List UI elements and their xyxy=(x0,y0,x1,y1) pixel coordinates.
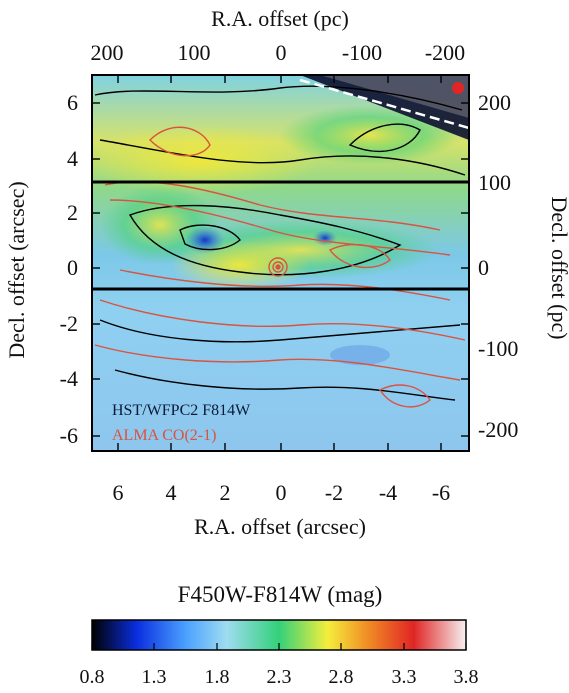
right-tick-label: 0 xyxy=(478,255,489,280)
legend-alma: ALMA CO(2-1) xyxy=(112,427,216,444)
right-tick-label: 200 xyxy=(478,90,511,115)
top-tick-label: 200 xyxy=(91,40,124,65)
selection-band xyxy=(92,180,469,291)
top-tick-label: -100 xyxy=(342,40,382,65)
left-tick-label: 0 xyxy=(67,255,78,280)
left-tick-label: 2 xyxy=(67,200,78,225)
bottom-tick-label: 0 xyxy=(276,480,287,505)
left-tick-label: -4 xyxy=(60,366,78,391)
top-axis-label: R.A. offset (pc) xyxy=(211,6,349,31)
bottom-tick-label: 6 xyxy=(113,480,124,505)
left-axis-label: Decl. offset (arcsec) xyxy=(4,181,29,358)
bottom-tick-label: -4 xyxy=(379,480,397,505)
right-tick-label: 100 xyxy=(478,170,511,195)
right-tick-label: -200 xyxy=(478,417,518,442)
top-tick-label: -200 xyxy=(425,40,465,65)
colorbar-tick-label: 1.8 xyxy=(205,666,230,688)
colorbar-tick-label: 2.3 xyxy=(267,666,292,688)
legend-hst: HST/WFPC2 F814W xyxy=(112,402,251,419)
bottom-tick-label: 2 xyxy=(220,480,231,505)
colorbar-title: F450W-F814W (mag) xyxy=(178,582,383,607)
colorbar-tick-label: 3.8 xyxy=(454,666,479,688)
alma-contours xyxy=(94,126,466,408)
right-tick-label: -100 xyxy=(478,336,518,361)
tick-marks xyxy=(92,75,469,451)
left-tick-label: 4 xyxy=(67,146,78,171)
left-tick-label: 6 xyxy=(67,90,78,115)
top-tick-label: 0 xyxy=(276,40,287,65)
left-tick-label: -6 xyxy=(60,423,78,448)
bottom-tick-label: -6 xyxy=(432,480,450,505)
colorbar-tick-label: 2.8 xyxy=(329,666,354,688)
colorbar-tick-label: 1.3 xyxy=(142,666,167,688)
hst-contours xyxy=(94,85,466,401)
colorbar-tick-label: 0.8 xyxy=(80,666,105,688)
bottom-axis-label: R.A. offset (arcsec) xyxy=(194,514,366,539)
colorbar-tick-label: 3.3 xyxy=(392,666,417,688)
bottom-tick-label: 4 xyxy=(166,480,177,505)
top-tick-label: 100 xyxy=(178,40,211,65)
colorbar-ticks xyxy=(91,643,467,650)
color-map-image xyxy=(92,75,469,451)
right-axis-label: Decl. offset (pc) xyxy=(547,196,569,339)
bottom-tick-label: -2 xyxy=(325,480,343,505)
left-tick-label: -2 xyxy=(60,311,78,336)
